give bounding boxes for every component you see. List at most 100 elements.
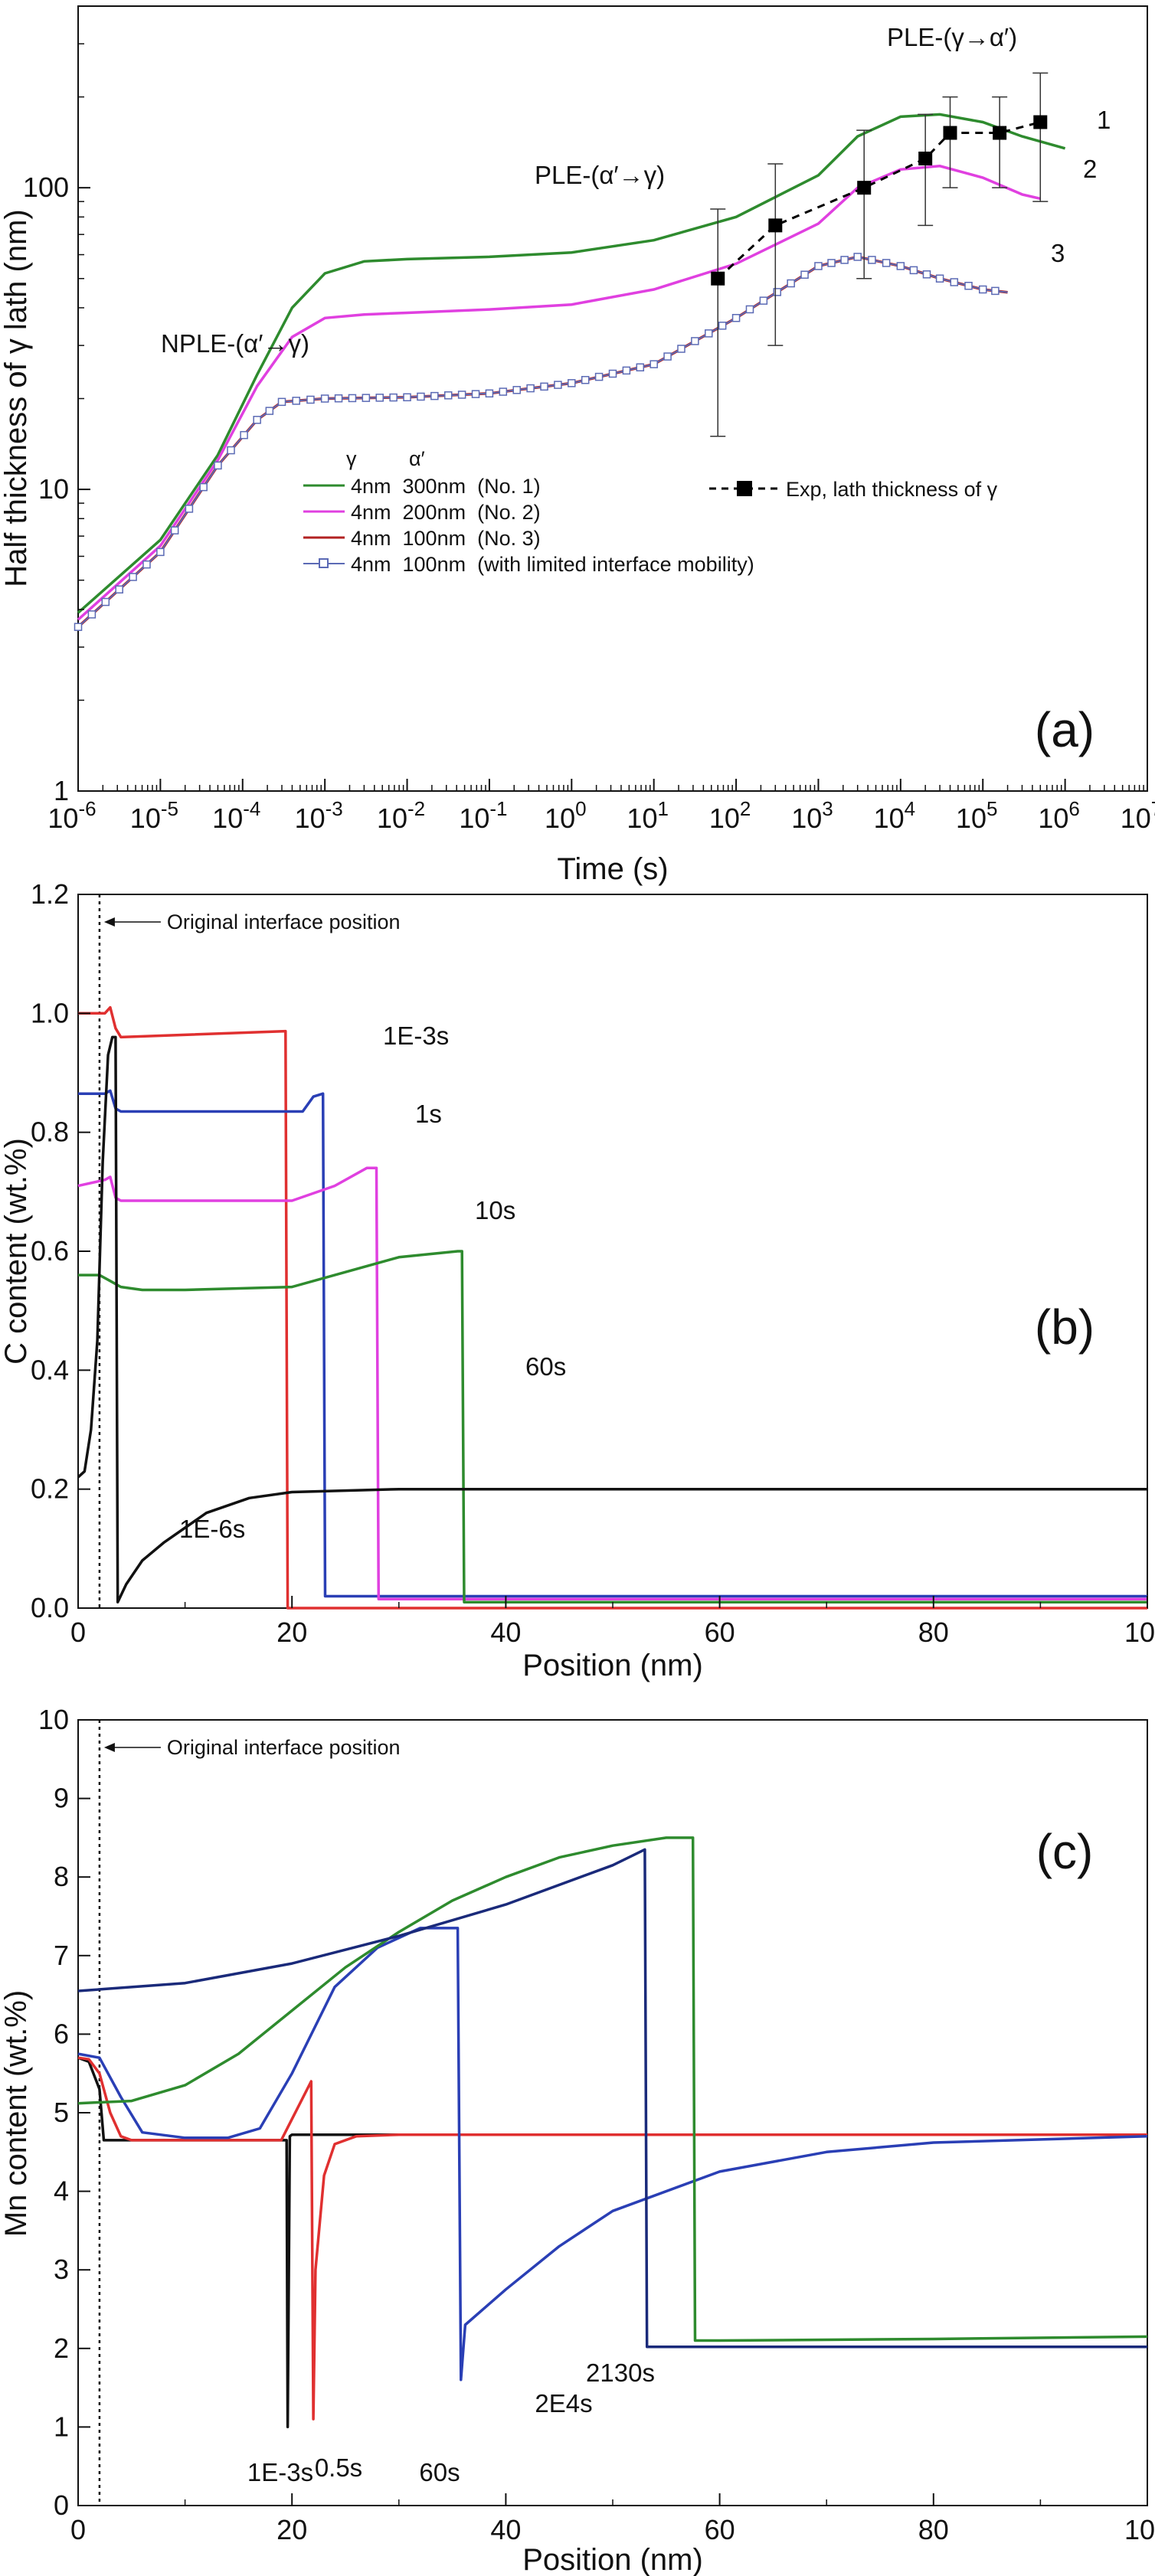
panel-c-frame <box>77 1719 1148 2506</box>
panel-b-xtick-label: 100 <box>1124 1617 1155 1648</box>
limited-mobility-marker <box>142 560 151 569</box>
limited-mobility-marker <box>691 337 699 345</box>
panel-c-xtick-label: 60 <box>705 2514 735 2545</box>
legend-marker-4 <box>319 558 329 568</box>
legend-entry-4: 4nm 100nm (with limited interface mobili… <box>351 553 754 576</box>
panel-c-curve-label: 0.5s <box>315 2453 362 2482</box>
limited-mobility-marker <box>950 278 959 286</box>
panel-b-curve-label: 60s <box>525 1352 566 1381</box>
panel-a-xtick-label: 10-2 <box>377 797 425 834</box>
panel-b-xtick-label: 60 <box>705 1617 735 1648</box>
limited-mobility-marker <box>827 259 836 267</box>
limited-mobility-marker <box>745 305 754 314</box>
legend-header-alpha: α′ <box>409 447 425 470</box>
panel-b-curve-label: 1s <box>415 1100 442 1128</box>
panel-b-ytick-label: 0.2 <box>31 1473 69 1505</box>
panel-c-series-0.5s <box>77 2056 1147 2421</box>
annotation-ple-alpha-gamma: PLE-(α′→γ) <box>535 161 665 189</box>
limited-mobility-marker <box>677 345 685 353</box>
limited-mobility-marker <box>277 397 286 407</box>
panel-b-ytick-label: 1.2 <box>31 878 69 910</box>
limited-mobility-marker <box>375 394 384 402</box>
limited-mobility-marker <box>156 548 165 557</box>
limited-mobility-marker <box>991 286 1000 296</box>
legend-entry-2: 4nm 200nm (No. 2) <box>351 501 541 524</box>
panel-b-curve-label: 1E-6s <box>179 1515 245 1543</box>
panel-c-series-2130s <box>77 1836 1148 2342</box>
panel-c-ytick-label: 9 <box>54 1783 69 1814</box>
panel-c-ylabel: Mn content (wt.%) <box>0 1990 33 2237</box>
panel-a-xtick-label: 105 <box>956 797 998 834</box>
limited-mobility-marker <box>840 256 849 264</box>
exp-point <box>768 218 783 233</box>
panel-a-xtick-label: 107 <box>1121 797 1155 834</box>
exp-point <box>711 271 725 286</box>
exp-point <box>857 181 872 195</box>
limited-mobility-marker <box>320 394 329 403</box>
panel-c-xtick-label: 20 <box>276 2514 307 2545</box>
panel-c-curve-label: 2130s <box>586 2359 655 2387</box>
panel-c-label: (c) <box>1036 1824 1094 1879</box>
limited-mobility-marker <box>348 394 357 403</box>
limited-mobility-marker <box>922 270 931 279</box>
panel-c-curve-label: 60s <box>419 2458 460 2486</box>
annotation-nple: NPLE-(α′→γ) <box>161 329 309 358</box>
panel-c-xlabel: Position (nm) <box>522 2543 703 2576</box>
limited-mobility-marker <box>896 262 905 270</box>
series-line-1 <box>77 113 1066 614</box>
panel-c-xtick-label: 80 <box>918 2514 949 2545</box>
panel-a-ytick-label: 100 <box>23 172 69 203</box>
panel-a-xtick-label: 10-3 <box>295 797 343 834</box>
legend-entry-3: 4nm 100nm (No. 3) <box>351 527 541 550</box>
limited-mobility-marker <box>417 392 425 401</box>
limited-mobility-marker <box>334 394 343 403</box>
limited-mobility-marker <box>129 573 137 581</box>
panel-c-ytick-label: 3 <box>54 2254 69 2285</box>
limited-mobility-marker <box>443 391 453 400</box>
panel-b-chart: Original interface position 1E-3s 1s 10s 60s… <box>0 878 1155 1682</box>
limited-mobility-marker <box>814 262 823 270</box>
limited-mobility-marker <box>292 397 300 405</box>
limited-mobility-marker <box>227 446 235 455</box>
panel-c-ytick-label: 8 <box>54 1861 69 1892</box>
limited-mobility-marker <box>87 610 97 619</box>
limited-mobility-marker <box>199 482 208 492</box>
limited-mobility-marker <box>636 363 645 371</box>
panel-b-curve-label: 10s <box>475 1196 515 1224</box>
panel-b-ytick-label: 1.0 <box>31 997 69 1028</box>
limited-mobility-marker <box>240 430 248 440</box>
panel-c-interface-label: Original interface position <box>167 1736 401 1759</box>
panel-c-ytick-label: 5 <box>54 2097 69 2128</box>
panel-c-ytick-label: 7 <box>54 1940 69 1971</box>
limited-mobility-marker <box>978 285 987 294</box>
legend-header-gamma: γ <box>346 447 357 470</box>
panel-a-xlabel: Time (s) <box>557 852 668 886</box>
limited-mobility-marker <box>964 282 973 290</box>
panel-c-xtick-label: 0 <box>70 2514 86 2545</box>
limited-mobility-marker <box>457 391 466 399</box>
panel-b-series-60s <box>78 1250 1147 1603</box>
annotation-curve-2: 2 <box>1083 155 1097 183</box>
panel-b-ylabel: C content (wt.%) <box>0 1138 33 1365</box>
panel-a-xtick-label: 106 <box>1038 797 1080 834</box>
exp-point <box>943 126 957 140</box>
panel-c-curve-label: 2E4s <box>535 2389 592 2417</box>
panel-b-interface-label: Original interface position <box>167 910 401 933</box>
limited-mobility-marker <box>935 274 944 283</box>
limited-mobility-marker <box>253 416 261 424</box>
limited-mobility-marker <box>622 366 631 375</box>
limited-mobility-marker <box>773 288 782 296</box>
panel-a-xtick-label: 104 <box>874 797 916 834</box>
exp-point <box>918 151 933 165</box>
limited-mobility-marker <box>115 585 123 594</box>
annotation-curve-3: 3 <box>1051 239 1065 267</box>
panel-c-xtick-label: 40 <box>490 2514 521 2545</box>
exp-point <box>993 126 1007 140</box>
panel-a-chart: 10-6 10-5 10-4 10-3 10-2 10-1 100 101 102 103 104 1… <box>0 5 1155 886</box>
limited-mobility-marker <box>882 259 891 267</box>
panel-b-xtick-label: 80 <box>918 1617 949 1648</box>
panel-c-series-2E4s <box>77 1848 1147 2349</box>
limited-mobility-marker <box>868 256 876 264</box>
limited-mobility-marker <box>389 393 398 402</box>
